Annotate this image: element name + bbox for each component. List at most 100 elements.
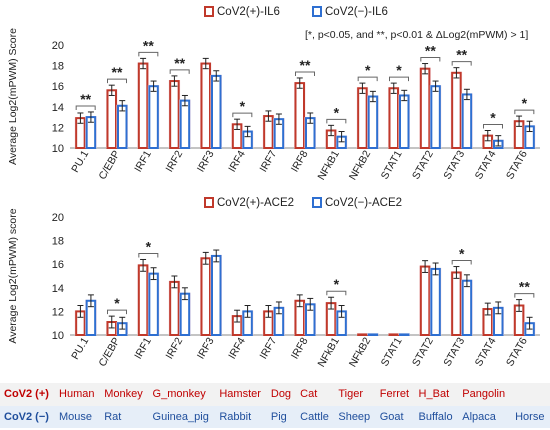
significance-label: ** [112,64,123,80]
y-tick-label: 18 [52,236,64,248]
species-cell: Cat [296,383,335,406]
x-tick-label: C/EBP [96,149,122,182]
x-tick-label: IRF8 [289,148,311,174]
x-tick-label: IRF4 [226,148,248,174]
species-cell: Ferret [375,383,415,406]
bar-CoV2(−)-ACE2 [211,254,222,336]
significance-bracket [169,69,190,74]
significance-label: ** [425,43,436,59]
figure: Average Log2(mPWM) Score 101214161820**PU… [7,6,540,369]
bar-CoV2(+)-ACE2 [357,333,368,337]
legend-label: CoV2(+)-IL6 [217,6,280,18]
legend-swatch [204,197,214,208]
bar-CoV2(−)-IL6 [211,74,222,149]
bar-CoV2(−)-IL6 [367,95,379,149]
bar-CoV2(+)-IL6 [419,67,431,149]
significance-bracket [451,260,472,265]
bar-CoV2(+)-IL6 [294,82,305,149]
bar-CoV2(+)-IL6 [451,71,462,149]
x-tick-label: IRF3 [195,335,217,361]
chart-panel-1: Average Log2(mPWM) Score 101214161820**PU… [7,6,540,182]
species-row-negative: CoV2 (−) Mouse Rat Guinea_pig Rabbit Pig… [0,405,550,428]
bar-CoV2(−)-IL6 [430,85,441,149]
bar-CoV2(−)-IL6 [399,94,410,149]
legend-label: CoV2(+)-ACE2 [217,197,294,209]
significance-label: * [365,62,371,78]
x-tick-label: IRF3 [195,148,217,174]
significance-label: * [146,238,152,254]
significance-label: ** [80,91,91,107]
species-cell: Buffalo [414,405,459,428]
species-cell [511,383,550,406]
x-tick-label: IRF4 [226,335,248,361]
y-axis-label: Average Log2(mPWM) Score [7,28,19,165]
significance-bracket [514,109,535,115]
y-tick-label: 12 [52,122,64,134]
significance-bracket [232,112,253,118]
bar-CoV2(+)-IL6 [357,87,368,150]
row-label: CoV2 (+) [0,383,56,406]
species-cell: Guinea_pig [148,405,216,428]
bar-CoV2(−)-ACE2 [461,279,473,336]
species-table: CoV2 (+) Human Monkey G_monkey Hamster D… [0,383,550,428]
y-tick-label: 10 [52,143,64,155]
x-tick-label: IRF7 [257,335,279,361]
y-tick-label: 20 [52,212,64,224]
x-tick-label: STAT6 [504,335,530,368]
y-tick-label: 14 [52,102,64,114]
species-cell: Alpaca [458,405,512,428]
species-cell: Pangolin [458,383,512,406]
x-tick-label: IRF1 [132,335,154,361]
bar-CoV2(−)-ACE2 [399,333,410,337]
bar-CoV2(−)-IL6 [179,99,191,150]
x-tick-label: STAT6 [504,148,530,181]
x-tick-label: IRF8 [289,335,311,361]
x-tick-label: STAT1 [379,148,405,181]
significance-bracket [326,118,347,124]
significance-bracket [107,309,127,315]
significance-label: * [334,276,340,292]
significance-label: ** [174,55,185,71]
x-tick-label: STAT1 [379,335,405,368]
species-cell: Pig [266,405,297,428]
significance-bracket [483,123,503,129]
x-tick-label: NFkB1 [315,335,342,369]
y-tick-label: 10 [52,330,64,342]
x-tick-label: PU.1 [69,148,91,174]
significance-bracket [389,76,409,82]
significance-label: * [459,246,465,262]
y-tick-label: 12 [52,306,64,318]
significance-bracket [451,61,472,66]
significance-bracket [295,71,315,76]
species-cell: Horse [511,405,550,428]
y-tick-label: 16 [52,259,64,271]
significance-label: * [490,109,496,125]
significance-label: ** [519,279,530,295]
y-tick-label: 18 [52,61,64,73]
legend-swatch [312,197,322,208]
species-cell: Rabbit [215,405,267,428]
species-cell: Monkey [100,383,149,406]
significance-bracket [514,293,535,298]
x-tick-label: NFkB1 [315,148,342,182]
species-cell: Tiger [334,383,376,406]
legend-label: CoV2(−)-IL6 [325,6,388,18]
x-tick-label: IRF2 [163,335,185,361]
significance-label: * [114,295,120,311]
bar-CoV2(+)-IL6 [200,62,211,149]
species-cell: G_monkey [148,383,216,406]
significance-label: * [396,62,402,78]
bar-CoV2(−)-ACE2 [367,333,379,337]
species-cell: Goat [375,405,415,428]
significance-label: * [334,104,340,120]
y-tick-label: 16 [52,81,64,93]
bar-CoV2(−)-IL6 [461,93,473,150]
x-tick-label: NFkB2 [347,335,374,369]
bar-CoV2(−)-ACE2 [148,272,159,337]
bar-CoV2(+)-ACE2 [451,271,462,336]
y-tick-label: 14 [52,283,64,295]
bar-CoV2(+)-ACE2 [419,265,431,336]
species-cell: Dog [266,383,297,406]
species-cell: Hamster [215,383,267,406]
significance-bracket [420,57,441,62]
